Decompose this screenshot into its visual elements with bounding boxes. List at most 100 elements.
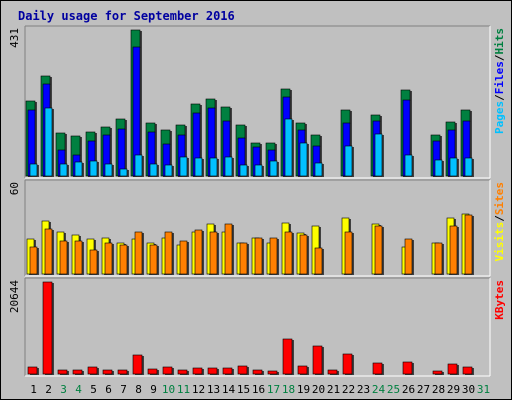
bar-pages-day-19	[299, 142, 308, 177]
bar-kbytes-day-30	[462, 366, 473, 375]
bar-kbytes-day-2	[42, 281, 53, 375]
day-label-25: 25	[387, 383, 400, 396]
bar-sites-day-3	[59, 240, 68, 275]
day-label-21: 21	[327, 383, 340, 396]
bar-sites-day-14	[224, 223, 233, 275]
bar-kbytes-day-8	[132, 354, 143, 375]
bar-pages-day-28	[434, 159, 443, 177]
day-label-24: 24	[372, 383, 386, 396]
bar-sites-day-13	[209, 231, 218, 275]
bar-sites-day-1	[29, 246, 38, 275]
plot-area-bottom	[25, 278, 490, 376]
bar-kbytes-day-11	[177, 369, 188, 375]
day-label-10: 10	[162, 383, 175, 396]
bars-top	[25, 29, 474, 177]
day-label-1: 1	[30, 383, 37, 396]
day-label-29: 29	[447, 383, 460, 396]
bar-sites-day-8	[134, 231, 143, 275]
bar-sites-day-7	[119, 244, 128, 275]
day-label-16: 16	[252, 383, 265, 396]
bar-sites-day-29	[449, 225, 458, 275]
bar-sites-day-11	[179, 240, 188, 275]
bar-kbytes-day-3	[57, 369, 68, 375]
bar-kbytes-day-21	[327, 369, 338, 375]
bar-sites-day-20	[314, 247, 323, 275]
day-label-6: 6	[105, 383, 112, 396]
day-label-23: 23	[357, 383, 370, 396]
bar-sites-day-5	[89, 249, 98, 275]
bar-pages-day-26	[404, 154, 413, 177]
bar-kbytes-day-24	[372, 362, 383, 375]
bar-kbytes-day-1	[27, 366, 38, 375]
legend-visits: Visits	[493, 222, 506, 262]
bar-sites-day-30	[464, 214, 473, 275]
bar-kbytes-day-14	[222, 367, 233, 375]
bar-sites-day-9	[149, 244, 158, 275]
legend-bottom: KBytes	[493, 280, 506, 320]
bar-sites-day-12	[194, 229, 203, 275]
bar-kbytes-day-10	[162, 366, 173, 375]
day-label-2: 2	[45, 383, 52, 396]
bar-pages-day-8	[134, 154, 143, 177]
bar-kbytes-day-18	[282, 338, 293, 375]
day-label-22: 22	[342, 383, 355, 396]
bar-sites-day-26	[404, 238, 413, 275]
bar-sites-day-24	[374, 225, 383, 275]
legend-separator: /	[493, 94, 506, 101]
bar-kbytes-day-16	[252, 369, 263, 375]
bar-kbytes-day-20	[312, 345, 323, 375]
bar-sites-day-4	[74, 240, 83, 275]
bar-pages-day-11	[179, 156, 188, 177]
bar-sites-day-2	[44, 228, 53, 275]
panel-top: 431 Pages/Files/Hits	[8, 25, 506, 179]
bar-pages-day-13	[209, 157, 218, 177]
day-label-14: 14	[222, 383, 236, 396]
chart-title: Daily usage for September 2016	[18, 9, 235, 23]
bar-sites-day-17	[269, 237, 278, 275]
bar-pages-day-2	[44, 107, 53, 177]
day-label-31: 31	[477, 383, 490, 396]
bar-kbytes-day-7	[117, 369, 128, 375]
bar-sites-day-6	[104, 242, 113, 275]
bar-kbytes-day-4	[72, 369, 83, 375]
bar-kbytes-day-5	[87, 366, 98, 375]
y-max-label-bottom: 20644	[8, 280, 21, 313]
bar-kbytes-day-13	[207, 367, 218, 375]
day-label-30: 30	[462, 383, 475, 396]
legend-files: Files	[493, 61, 506, 94]
bar-pages-day-14	[224, 156, 233, 177]
day-label-5: 5	[90, 383, 97, 396]
day-label-4: 4	[75, 383, 82, 396]
bar-kbytes-day-19	[297, 365, 308, 375]
bar-pages-day-7	[119, 168, 128, 177]
bar-sites-day-16	[254, 237, 263, 275]
bar-sites-day-15	[239, 242, 248, 275]
bar-pages-day-10	[164, 164, 173, 177]
day-label-26: 26	[402, 383, 415, 396]
legend-hits: Hits	[493, 28, 506, 55]
bar-pages-day-16	[254, 164, 263, 177]
bars-middle	[26, 213, 474, 275]
bar-pages-day-17	[269, 160, 278, 177]
bar-kbytes-day-26	[402, 361, 413, 375]
bar-pages-day-4	[74, 161, 83, 177]
bar-kbytes-day-9	[147, 368, 158, 375]
day-label-3: 3	[60, 383, 67, 396]
panel-bottom: 20644 KBytes	[8, 277, 506, 377]
bar-kbytes-day-17	[267, 370, 278, 375]
y-max-label-top: 431	[8, 28, 21, 48]
bar-sites-day-19	[299, 234, 308, 275]
bar-pages-day-12	[194, 157, 203, 177]
legend-top: Pages/Files/Hits	[493, 28, 506, 134]
bar-sites-day-10	[164, 231, 173, 275]
day-label-27: 27	[417, 383, 430, 396]
day-label-13: 13	[207, 383, 220, 396]
bar-pages-day-20	[314, 162, 323, 177]
legend-kbytes: KBytes	[493, 280, 506, 320]
day-label-15: 15	[237, 383, 250, 396]
bar-sites-day-28	[434, 242, 443, 275]
bar-pages-day-15	[239, 164, 248, 177]
y-max-label-middle: 60	[8, 182, 21, 195]
legend-separator: /	[493, 54, 506, 61]
